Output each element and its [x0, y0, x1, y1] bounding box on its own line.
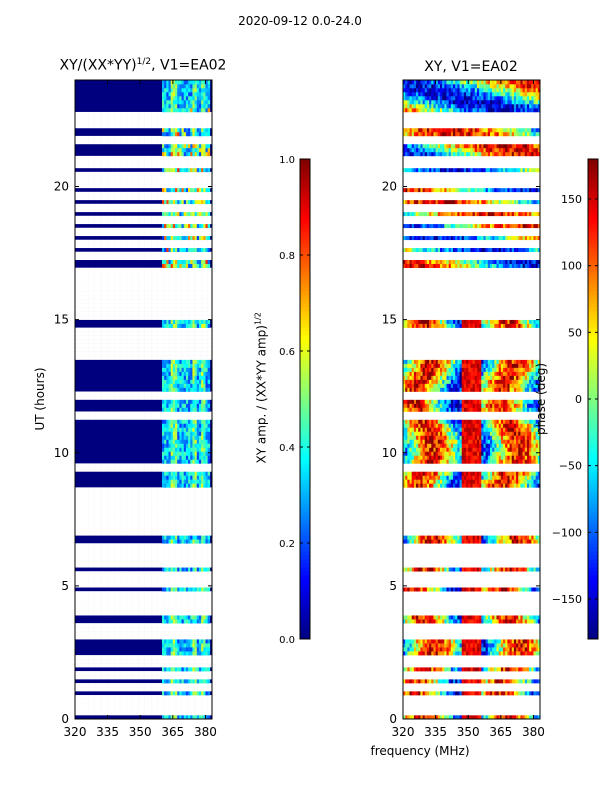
x-tick-label: 365	[489, 725, 512, 739]
x-tick-label: 350	[457, 725, 480, 739]
colorbar-tick-label: 0.2	[279, 539, 295, 550]
y-tick-label: 15	[54, 313, 69, 327]
left-title-rest: , V1=EA02	[151, 57, 227, 74]
shared-xlabel: frequency (MHz)	[370, 744, 470, 758]
amplitude-colorbar: 0.0 0.2 0.4 0.6 0.8 1.0	[279, 155, 311, 646]
x-tick-label: 320	[392, 725, 415, 739]
y-tick-label: 0	[389, 712, 397, 726]
x-tick-label: 380	[522, 725, 545, 739]
colorbar-tick-label: −150	[552, 593, 582, 606]
y-tick-label: 20	[382, 180, 397, 194]
axes-ticks: 320 335 350 365 380 0 5 10 15 20 320 335 350 365 380 0 5…	[54, 80, 545, 739]
x-tick-label: 365	[161, 725, 184, 739]
colorbar-tick-label: 0.8	[279, 251, 295, 262]
phase-colorbar-label: phase (deg)	[534, 362, 548, 435]
colorbar-tick-label: 50	[568, 326, 582, 339]
amplitude-colorbar-label: XY amp. / (XX*YY amp)1/2	[254, 312, 269, 463]
colorbar-tick-label: 1.0	[279, 155, 295, 166]
amp-cbar-label-exponent: 1/2	[253, 312, 263, 326]
colorbar-tick-label: 0.0	[279, 635, 295, 646]
y-tick-label: 0	[61, 712, 69, 726]
figure-title: 2020-09-12 0.0-24.0	[238, 14, 362, 28]
y-tick-label: 10	[382, 446, 397, 460]
colorbar-tick-label: 0.6	[279, 347, 295, 358]
x-tick-label: 320	[64, 725, 87, 739]
x-tick-label: 350	[129, 725, 152, 739]
right-heatmap	[402, 79, 541, 720]
amp-cbar-label-main: XY amp. / (XX*YY amp)	[254, 325, 269, 464]
left-panel-title: XY/(XX*YY)1/2, V1=EA02	[60, 57, 227, 74]
y-tick-label: 5	[389, 579, 397, 593]
right-panel-title: XY, V1=EA02	[424, 59, 518, 75]
phase-colorbar: −150 −100 −50 0 50 100 150	[552, 158, 599, 640]
y-tick-label: 15	[382, 313, 397, 327]
y-tick-label: 10	[54, 446, 69, 460]
x-tick-label: 335	[96, 725, 119, 739]
x-tick-label: 335	[424, 725, 447, 739]
colorbar-tick-label: 0	[575, 393, 582, 406]
x-tick-label: 380	[194, 725, 217, 739]
y-tick-label: 5	[61, 579, 69, 593]
left-heatmap	[74, 79, 213, 720]
colorbar-tick-label: 0.4	[279, 443, 295, 454]
colorbar-tick-label: 100	[561, 260, 582, 273]
colorbar-tick-label: −100	[552, 526, 582, 539]
colorbar-tick-label: 150	[561, 193, 582, 206]
colorbar-tick-label: −50	[559, 460, 582, 473]
left-title-main: XY/(XX*YY)	[59, 57, 137, 74]
left-ylabel: UT (hours)	[33, 367, 47, 431]
left-title-exponent: 1/2	[136, 57, 152, 67]
y-tick-label: 20	[54, 180, 69, 194]
